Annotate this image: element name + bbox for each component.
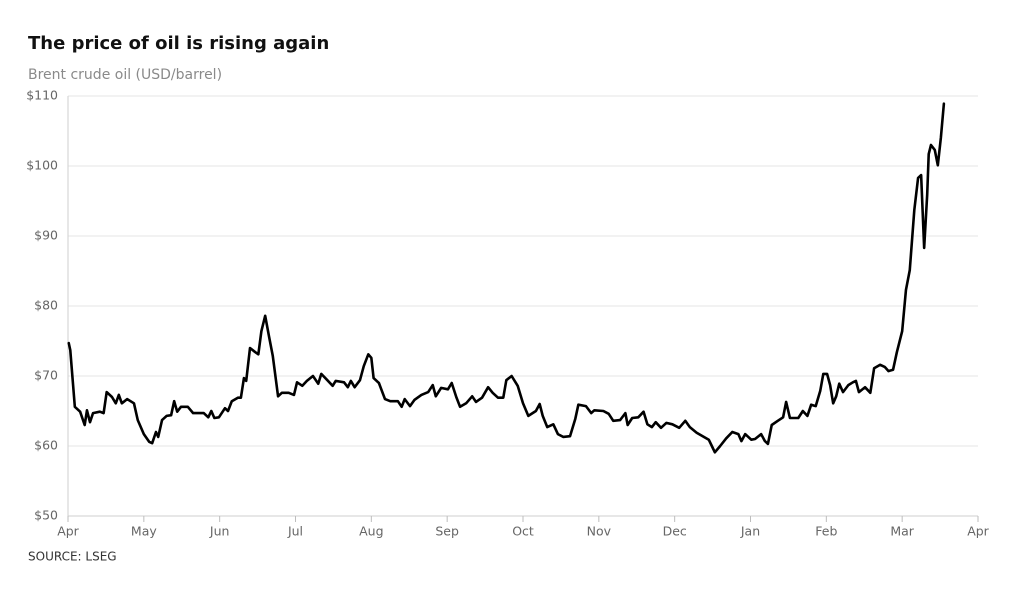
x-tick-label: Mar [890, 524, 914, 539]
chart-subtitle: Brent crude oil (USD/barrel) [28, 67, 222, 83]
x-tick-label: Aug [359, 524, 383, 539]
y-tick-label: $60 [34, 438, 58, 453]
x-tick-label: Apr [57, 524, 79, 539]
x-tick-label: Jan [740, 524, 760, 539]
y-tick-label: $90 [34, 228, 58, 243]
chart-title: The price of oil is rising again [28, 33, 329, 54]
x-tick-label: Feb [815, 524, 837, 539]
x-tick-label: Oct [512, 524, 534, 539]
y-tick-label: $70 [34, 368, 58, 383]
x-tick-label: Jun [209, 524, 230, 539]
x-tick-label: May [131, 524, 157, 539]
x-tick-label: Dec [663, 524, 687, 539]
price-line [67, 102, 946, 454]
y-tick-label: $110 [26, 88, 58, 103]
x-tick-label: Sep [435, 524, 459, 539]
y-tick-label: $80 [34, 298, 58, 313]
source-note: SOURCE: LSEG [28, 550, 117, 564]
x-tick-label: Nov [587, 524, 612, 539]
y-tick-label: $100 [26, 158, 58, 173]
x-tick-label: Jul [287, 524, 303, 539]
y-tick-label: $50 [34, 508, 58, 523]
x-tick-label: Apr [967, 524, 989, 539]
